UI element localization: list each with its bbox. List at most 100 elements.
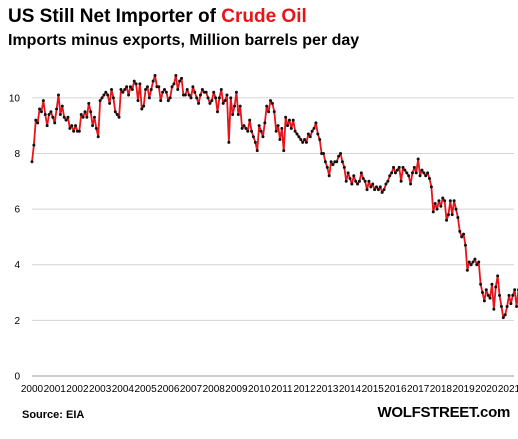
data-point (210, 99, 214, 103)
data-point (43, 113, 47, 117)
data-point (513, 288, 517, 292)
data-point (38, 107, 42, 111)
data-point (352, 174, 356, 178)
data-point (340, 160, 344, 164)
data-point (378, 185, 382, 189)
data-point (299, 138, 303, 142)
data-point (111, 96, 115, 100)
data-point (132, 79, 136, 83)
data-point (371, 182, 375, 186)
data-point (57, 93, 60, 97)
data-point (439, 204, 443, 208)
data-point (233, 104, 237, 108)
x-tick-label: 2015 (362, 384, 385, 395)
data-point (110, 87, 113, 91)
data-point (316, 132, 320, 136)
data-point (511, 293, 515, 297)
chart-title: US Still Net Importer of Crude Oil (8, 6, 307, 28)
data-point (49, 110, 53, 114)
data-point (414, 171, 418, 175)
data-point (356, 182, 360, 186)
data-point (482, 299, 486, 303)
data-point (431, 210, 435, 214)
data-point (77, 129, 81, 133)
data-point (498, 293, 502, 297)
data-point (240, 126, 244, 130)
data-point (308, 135, 312, 139)
y-axis-ticks: 0 2 4 6 8 10 (9, 93, 21, 382)
x-tick-label: 2012 (293, 384, 316, 395)
data-point (147, 96, 151, 100)
data-point (354, 179, 358, 183)
data-point (142, 104, 146, 108)
data-point (380, 190, 384, 194)
data-point (492, 307, 496, 311)
data-point (289, 126, 293, 130)
data-point (32, 143, 36, 147)
data-point (435, 207, 439, 211)
data-point (259, 129, 263, 133)
data-point (94, 126, 98, 130)
data-point (163, 87, 166, 91)
y-tick-label: 6 (14, 205, 20, 216)
data-point (119, 87, 123, 91)
data-point (448, 199, 452, 203)
data-point (367, 179, 371, 183)
data-point (456, 215, 460, 219)
data-point (388, 174, 392, 178)
data-point (130, 87, 134, 91)
data-point (424, 174, 428, 178)
data-point (484, 288, 488, 292)
data-point (197, 101, 201, 105)
data-point (81, 115, 85, 119)
data-point (350, 182, 354, 186)
data-point (30, 160, 34, 164)
data-point (212, 90, 216, 94)
data-point (410, 171, 414, 175)
data-point (39, 110, 43, 114)
data-point (117, 115, 121, 119)
x-tick-label: 2006 (157, 384, 180, 395)
data-point (134, 82, 138, 86)
data-point (365, 188, 369, 192)
data-point (460, 235, 464, 239)
data-point (72, 129, 76, 133)
data-point (462, 232, 466, 236)
x-tick-label: 2013 (316, 384, 339, 395)
data-point (437, 199, 441, 203)
data-point (429, 185, 433, 189)
data-point (293, 129, 297, 133)
gridlines (32, 97, 514, 377)
data-point (216, 110, 219, 114)
data-point (471, 260, 475, 264)
data-point (172, 82, 176, 86)
x-tick-label: 2004 (112, 384, 135, 395)
data-point (85, 115, 89, 119)
data-point (66, 115, 70, 119)
data-point (104, 90, 108, 94)
data-point (373, 188, 377, 192)
data-point (53, 121, 57, 125)
data-point (151, 79, 155, 83)
data-point (62, 115, 66, 119)
data-point (428, 176, 431, 180)
data-point (361, 176, 365, 180)
data-point (55, 107, 59, 111)
data-point (342, 165, 346, 169)
data-point (145, 85, 149, 89)
data-point (242, 124, 246, 128)
data-point (234, 90, 238, 94)
data-point (477, 260, 481, 264)
data-point (426, 171, 430, 175)
data-point (409, 182, 413, 186)
data-point (337, 154, 341, 158)
data-point (180, 76, 184, 80)
x-axis-ticks: 2000 2001 2002 2003 2004 2005 2006 2007 2008 2009… (21, 384, 518, 395)
data-point (278, 138, 282, 142)
data-point (265, 104, 269, 108)
y-tick-label: 10 (9, 93, 21, 104)
x-tick-label: 2005 (134, 384, 157, 395)
data-point (74, 124, 78, 128)
x-tick-label: 2001 (44, 384, 67, 395)
data-point (176, 87, 180, 91)
